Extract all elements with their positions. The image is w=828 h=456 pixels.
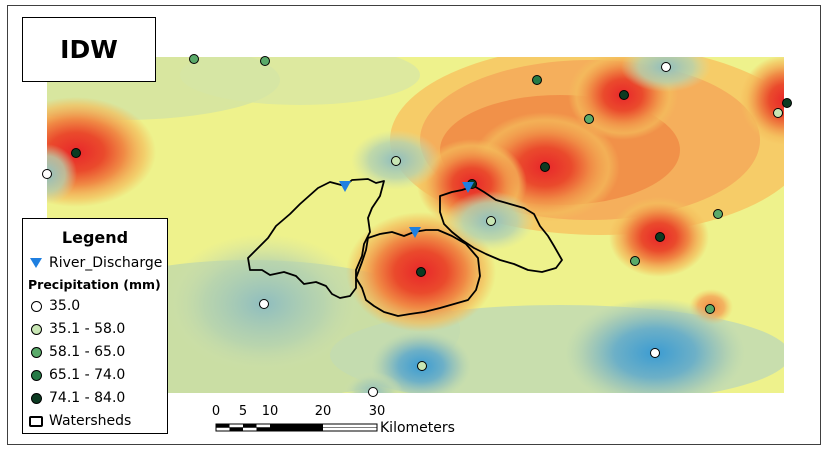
circle-icon: [30, 300, 42, 312]
scale-tick-label: 5: [238, 404, 248, 419]
legend-class-5: 74.1 - 84.0: [29, 390, 125, 406]
triangle-down-icon: [29, 256, 43, 270]
legend-class-label: 65.1 - 74.0: [49, 367, 126, 383]
precipitation-station-point: [705, 304, 715, 314]
precipitation-station-point: [773, 108, 783, 118]
circle-icon: [30, 346, 42, 358]
river-discharge-marker: [339, 181, 351, 192]
watershed-west: [247, 178, 385, 299]
scale-tick-label: 20: [314, 404, 332, 419]
precipitation-station-point: [532, 75, 542, 85]
river-discharge-marker: [409, 227, 421, 238]
watershed-east: [439, 185, 563, 273]
circle-icon: [30, 323, 42, 335]
legend-class-label: 58.1 - 65.0: [49, 344, 126, 360]
legend: Legend River_Discharge Precipitation (mm…: [22, 218, 168, 434]
precipitation-station-point: [42, 169, 52, 179]
circle-icon: [30, 369, 42, 381]
legend-precip-title: Precipitation (mm): [28, 277, 161, 292]
legend-title: Legend: [61, 228, 129, 247]
scale-bar-graphic: [215, 423, 378, 432]
legend-class-label: 74.1 - 84.0: [49, 390, 126, 406]
precipitation-station-point: [189, 54, 199, 64]
scale-tick-label: 30: [368, 404, 386, 419]
legend-class-label: 35.1 - 58.0: [49, 321, 126, 337]
precipitation-station-point: [416, 267, 426, 277]
precipitation-station-point: [782, 98, 792, 108]
precipitation-station-point: [713, 209, 723, 219]
map-frame: [7, 5, 821, 445]
legend-class-4: 65.1 - 74.0: [29, 367, 125, 383]
precipitation-station-point: [661, 62, 671, 72]
precipitation-station-point: [368, 387, 378, 397]
precipitation-station-point: [259, 299, 269, 309]
legend-class-2: 35.1 - 58.0: [29, 321, 125, 337]
precipitation-station-point: [391, 156, 401, 166]
precipitation-station-point: [650, 348, 660, 358]
scale-unit: Kilometers: [380, 420, 455, 436]
map-title-box: IDW: [22, 17, 156, 82]
precipitation-station-point: [584, 114, 594, 124]
precipitation-station-point: [260, 56, 270, 66]
legend-class-label: 35.0: [49, 298, 81, 314]
scale-tick-label: 0: [211, 404, 221, 419]
precipitation-station-point: [417, 361, 427, 371]
polygon-outline-icon: [29, 415, 43, 427]
legend-class-1: 35.0: [29, 298, 80, 314]
precipitation-station-point: [71, 148, 81, 158]
legend-river-discharge-label: River_Discharge: [49, 255, 163, 271]
legend-watersheds-label: Watersheds: [49, 413, 132, 429]
precipitation-station-point: [655, 232, 665, 242]
precipitation-station-point: [540, 162, 550, 172]
circle-icon: [30, 392, 42, 404]
precipitation-station-point: [630, 256, 640, 266]
precipitation-station-point: [619, 90, 629, 100]
river-discharge-marker: [462, 182, 474, 193]
precipitation-station-point: [486, 216, 496, 226]
legend-row-watersheds: Watersheds: [29, 413, 131, 429]
legend-row-river-discharge: River_Discharge: [29, 255, 162, 271]
legend-class-3: 58.1 - 65.0: [29, 344, 125, 360]
map-title: IDW: [60, 35, 118, 64]
river-discharge-stations: [339, 181, 474, 238]
scale-tick-label: 10: [261, 404, 279, 419]
